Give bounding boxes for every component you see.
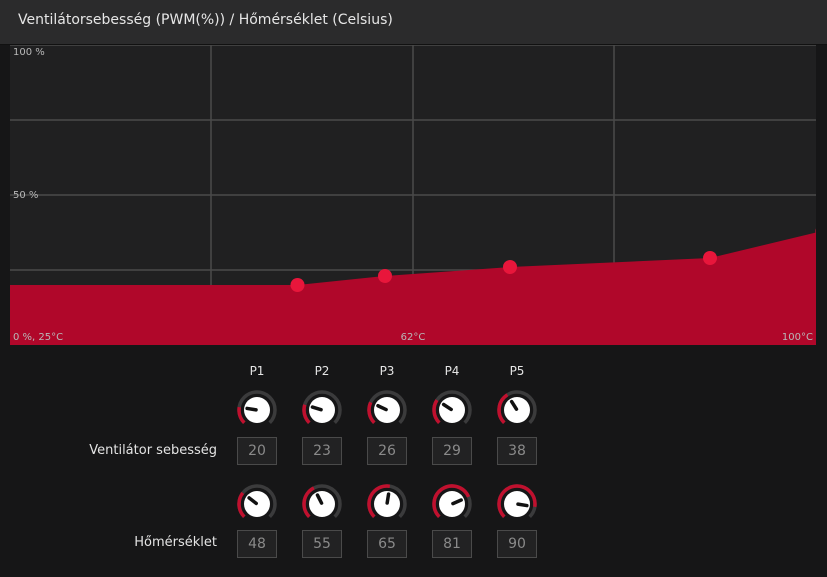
fan-speed-value-p2[interactable]: 23	[302, 437, 342, 465]
column-label-p4: P4	[444, 364, 460, 378]
point-controls: P1 P2 P3 P4 P5 Ventilátor sebesség Hőmérsékl…	[0, 345, 827, 577]
temperature-knob-p4[interactable]	[431, 483, 473, 525]
temperature-value-p4[interactable]: 81	[432, 530, 472, 558]
x-tick-min: 0 %, 25°C	[13, 332, 63, 343]
page-title: Ventilátorsebesség (PWM(%)) / Hőmérsékle…	[18, 12, 393, 28]
y-tick-100: 100 %	[13, 47, 45, 58]
fan-speed-value-p5[interactable]: 38	[497, 437, 537, 465]
x-tick-max: 100°C	[782, 332, 813, 343]
temperature-value-p5[interactable]: 90	[497, 530, 537, 558]
fan-speed-knob-p4[interactable]	[431, 389, 473, 431]
fan-curve-svg[interactable]: 100 % 50 % 0 %, 25°C 62°C 100°C	[10, 45, 816, 345]
fan-speed-value-p4[interactable]: 29	[432, 437, 472, 465]
fan-speed-knob-p5[interactable]	[496, 389, 538, 431]
title-bar: Ventilátorsebesség (PWM(%)) / Hőmérsékle…	[0, 0, 827, 45]
temperature-knob-p3[interactable]	[366, 483, 408, 525]
curve-point-p1[interactable]	[290, 278, 305, 292]
curve-point-p5[interactable]	[815, 224, 817, 238]
fan-speed-knob-p2[interactable]	[301, 389, 343, 431]
fan-curve-chart[interactable]: 100 % 50 % 0 %, 25°C 62°C 100°C	[10, 45, 816, 345]
curve-point-p2[interactable]	[378, 269, 392, 283]
temperature-value-p3[interactable]: 65	[367, 530, 407, 558]
fan-speed-knob-p1[interactable]	[236, 389, 278, 431]
temperature-value-p2[interactable]: 55	[302, 530, 342, 558]
y-tick-50: 50 %	[13, 190, 38, 201]
temperature-knob-p2[interactable]	[301, 483, 343, 525]
temperature-knob-p1[interactable]	[236, 483, 278, 525]
fan-speed-value-p1[interactable]: 20	[237, 437, 277, 465]
column-label-p5: P5	[509, 364, 525, 378]
fan-speed-row-label: Ventilátor sebesség	[89, 443, 217, 458]
curve-point-p3[interactable]	[503, 260, 517, 274]
x-tick-mid: 62°C	[401, 332, 426, 343]
temperature-knob-p5[interactable]	[496, 483, 538, 525]
column-label-p3: P3	[379, 364, 395, 378]
column-label-p2: P2	[314, 364, 330, 378]
fan-speed-value-p3[interactable]: 26	[367, 437, 407, 465]
curve-point-p4[interactable]	[703, 251, 717, 265]
temperature-row-label: Hőmérséklet	[134, 535, 217, 550]
column-label-p1: P1	[249, 364, 265, 378]
curve-area	[10, 231, 816, 345]
fan-speed-knob-p3[interactable]	[366, 389, 408, 431]
temperature-value-p1[interactable]: 48	[237, 530, 277, 558]
